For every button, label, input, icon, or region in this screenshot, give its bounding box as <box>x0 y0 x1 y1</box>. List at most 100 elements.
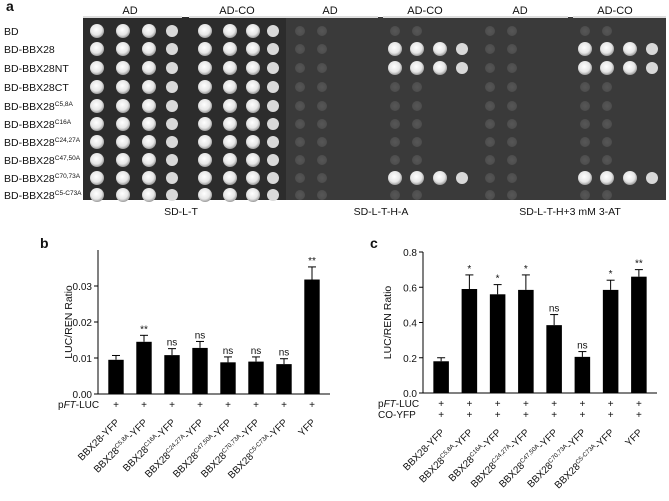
yeast-spot <box>600 42 614 56</box>
yeast-spot <box>116 117 130 131</box>
yeast-spot <box>456 172 468 184</box>
yeast-spot <box>116 99 130 113</box>
row-label: BD-BBX28 <box>4 44 55 56</box>
yeast-spot <box>166 100 178 112</box>
yeast-spot <box>90 153 104 167</box>
treatment-mark: + <box>608 399 614 410</box>
row-label: BD-BBX28C5,8A <box>4 101 74 113</box>
faint-spot <box>412 101 422 111</box>
treatment-mark: + <box>281 400 287 411</box>
treatment-mark: + <box>141 400 147 411</box>
faint-spot <box>412 137 422 147</box>
treatment-mark: + <box>523 410 529 421</box>
yeast-spot <box>166 43 178 55</box>
faint-spot <box>507 155 517 165</box>
treatment-mark: + <box>197 400 203 411</box>
panel-a: a AD AD-CO AD AD-CO AD AD-CO BD BD-BBX28 BD-BBX28… <box>4 0 666 218</box>
treatment-mark: + <box>495 399 501 410</box>
yeast-spot <box>166 189 178 201</box>
faint-spot <box>507 82 517 92</box>
yeast-spot <box>600 61 614 75</box>
header-label: AD <box>512 5 527 17</box>
yeast-spot <box>223 99 237 113</box>
faint-spot <box>412 119 422 129</box>
faint-spot <box>295 82 305 92</box>
faint-spot <box>317 26 327 36</box>
yeast-spot <box>646 62 658 74</box>
significance-label: ** <box>140 324 148 335</box>
bar <box>220 362 236 394</box>
treatment-mark: + <box>466 410 472 421</box>
faint-spot <box>580 137 590 147</box>
yeast-spot <box>142 24 156 38</box>
yeast-spot <box>198 24 212 38</box>
panel-label: c <box>370 235 378 251</box>
significance-label: ** <box>308 256 316 267</box>
y-tick-label: 0.0 <box>403 389 417 400</box>
condition-label: SD-L-T-H-A <box>354 206 409 218</box>
yeast-spot <box>433 61 447 75</box>
yeast-spot <box>90 135 104 149</box>
yeast-spot <box>166 118 178 130</box>
yeast-spot <box>623 42 637 56</box>
faint-spot <box>317 173 327 183</box>
yeast-spot <box>246 42 260 56</box>
faint-spot <box>507 44 517 54</box>
faint-spot <box>485 101 495 111</box>
yeast-spot <box>166 25 178 37</box>
faint-spot <box>295 173 305 183</box>
yeast-spot <box>198 153 212 167</box>
treatment-mark: + <box>551 410 557 421</box>
yeast-spot <box>116 188 130 202</box>
yeast-spot <box>246 171 260 185</box>
y-axis-label: LUC/REN Ratio <box>382 286 394 360</box>
yeast-spot <box>267 100 279 112</box>
faint-spot <box>507 190 517 200</box>
yeast-spot <box>223 188 237 202</box>
significance-label: * <box>467 264 471 275</box>
yeast-spot <box>142 99 156 113</box>
y-tick-label: 0.01 <box>73 354 93 365</box>
faint-spot <box>602 137 612 147</box>
faint-spot <box>485 155 495 165</box>
significance-label: ns <box>167 338 178 349</box>
significance-label: ns <box>195 330 206 341</box>
treatment-mark: + <box>438 399 444 410</box>
condition-label: SD-L-T <box>164 206 198 218</box>
faint-spot <box>317 44 327 54</box>
treatment-label: pFT-LUC <box>378 399 419 410</box>
y-tick-label: 0.03 <box>73 282 93 293</box>
faint-spot <box>507 173 517 183</box>
yeast-spot <box>456 43 468 55</box>
faint-spot <box>507 26 517 36</box>
yeast-spot <box>267 25 279 37</box>
bar <box>433 361 449 393</box>
faint-spot <box>485 63 495 73</box>
faint-spot <box>317 119 327 129</box>
yeast-spot <box>600 171 614 185</box>
yeast-spot <box>267 189 279 201</box>
yeast-spot <box>142 153 156 167</box>
yeast-spot <box>116 135 130 149</box>
bar <box>546 325 562 393</box>
faint-spot <box>412 26 422 36</box>
header-label: AD-CO <box>407 5 443 17</box>
yeast-spot <box>246 99 260 113</box>
significance-label: ns <box>549 304 560 315</box>
yeast-spot <box>246 117 260 131</box>
faint-spot <box>485 190 495 200</box>
faint-spot <box>485 26 495 36</box>
yeast-spot <box>646 172 658 184</box>
yeast-spot <box>223 24 237 38</box>
faint-spot <box>580 82 590 92</box>
panel-label: b <box>40 235 49 251</box>
faint-spot <box>295 44 305 54</box>
faint-spot <box>390 26 400 36</box>
y-axis-label: LUC/REN Ratio <box>63 285 75 359</box>
treatment-mark: + <box>466 399 472 410</box>
faint-spot <box>317 63 327 73</box>
row-label: BD <box>4 26 19 38</box>
yeast-spot <box>198 42 212 56</box>
yeast-spot <box>246 61 260 75</box>
yeast-spot <box>116 24 130 38</box>
